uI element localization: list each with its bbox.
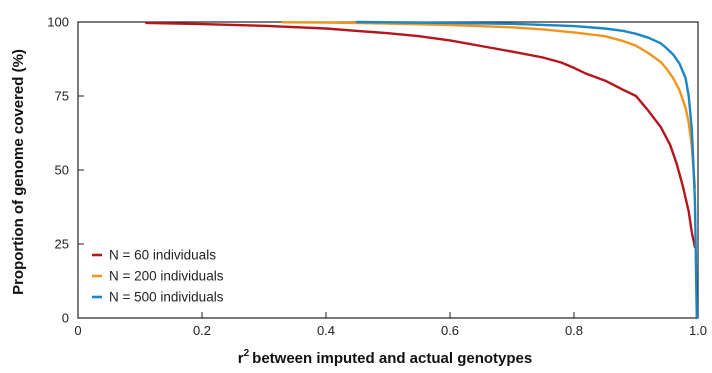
- legend: N = 60 individuals N = 200 individuals N =…: [92, 248, 224, 305]
- series-layer: [144, 20, 698, 320]
- x-axis-title: r2 between imputed and actual genotypes: [238, 348, 532, 367]
- legend-label-1: N = 60 individuals: [109, 248, 216, 263]
- legend-label-3: N = 500 individuals: [109, 290, 224, 305]
- y-tick-label: 25: [55, 237, 69, 252]
- y-tick-label: 75: [55, 89, 69, 104]
- x-tick-label: 0.6: [441, 323, 459, 338]
- x-axis-title-text: between imputed and actual genotypes: [252, 350, 532, 367]
- x-tick-label: 0: [74, 323, 81, 338]
- y-tick-label: 100: [47, 15, 69, 30]
- series-line-3: [355, 20, 698, 320]
- x-tick-label: 0.8: [565, 323, 583, 338]
- x-tick-label: 1.0: [689, 323, 707, 338]
- x-axis-title-superscript: 2: [244, 348, 250, 359]
- y-tick-label: 50: [55, 163, 69, 178]
- x-axis-ticks: 0 0.2 0.4 0.6 0.8 1.0: [74, 312, 707, 338]
- x-axis-title-prefix: r: [238, 350, 244, 367]
- y-tick-label: 0: [62, 311, 69, 326]
- x-tick-label: 0.4: [317, 323, 335, 338]
- legend-label-2: N = 200 individuals: [109, 269, 224, 284]
- series-line-1: [144, 21, 697, 249]
- series-line-2: [281, 21, 697, 190]
- y-axis-title: Proportion of genome covered (%): [10, 49, 27, 295]
- x-tick-label: 0.2: [193, 323, 211, 338]
- y-axis-ticks: 0 25 50 75 100: [47, 15, 84, 326]
